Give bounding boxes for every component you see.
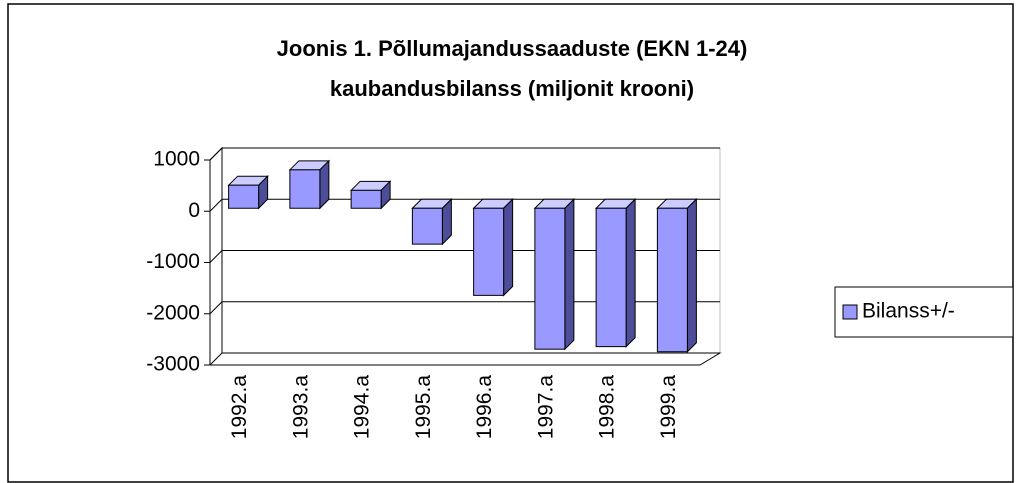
- bar-front: [595, 207, 627, 348]
- grid-line: [209, 352, 223, 366]
- grid-line: [209, 301, 223, 315]
- bar: [349, 180, 392, 210]
- bar: [227, 174, 269, 210]
- bar-front: [289, 169, 321, 209]
- legend-box: [834, 286, 1014, 338]
- legend-swatch: [842, 304, 858, 320]
- bar-front: [228, 184, 260, 209]
- bar-side: [319, 159, 330, 210]
- bar-side: [503, 198, 514, 297]
- chart-subtitle: kaubandusbilanss (miljonit krooni): [330, 76, 694, 101]
- bar: [472, 198, 514, 297]
- bar-side: [564, 198, 575, 351]
- bar-side: [625, 198, 636, 348]
- y-tick-label: -3000: [146, 353, 200, 376]
- bar-front: [411, 207, 443, 245]
- y-tick-label: 1000: [153, 148, 200, 171]
- x-tick-label: 1993.a: [289, 375, 312, 440]
- x-tick-label: 1997.a: [534, 375, 557, 440]
- bar-front: [656, 207, 688, 353]
- y-tick-label: -2000: [146, 301, 200, 324]
- x-tick-label: 1996.a: [473, 375, 496, 440]
- chart-title: Joonis 1. Põllumajandussaaduste (EKN 1-2…: [277, 36, 748, 61]
- x-tick-label: 1992.a: [228, 375, 251, 440]
- legend-label: Bilanss+/-: [862, 300, 955, 323]
- bar-front: [350, 189, 382, 209]
- y-tick-label: -1000: [146, 250, 200, 273]
- bar: [594, 198, 637, 348]
- bar: [656, 198, 698, 353]
- grid-line: [209, 147, 223, 161]
- x-tick-label: 1994.a: [351, 375, 374, 440]
- bar-front: [473, 207, 505, 296]
- bar-front: [534, 207, 566, 350]
- bar: [533, 198, 576, 351]
- y-tick-label: 0: [188, 199, 200, 222]
- x-tick-label: 1998.a: [596, 375, 619, 440]
- x-tick-label: 1995.a: [412, 375, 435, 440]
- x-tick-label: 1999.a: [657, 375, 680, 440]
- bar-side: [686, 198, 697, 353]
- bar: [411, 198, 453, 246]
- grid-line: [209, 198, 223, 212]
- bar: [288, 159, 331, 210]
- grid-line: [209, 250, 223, 263]
